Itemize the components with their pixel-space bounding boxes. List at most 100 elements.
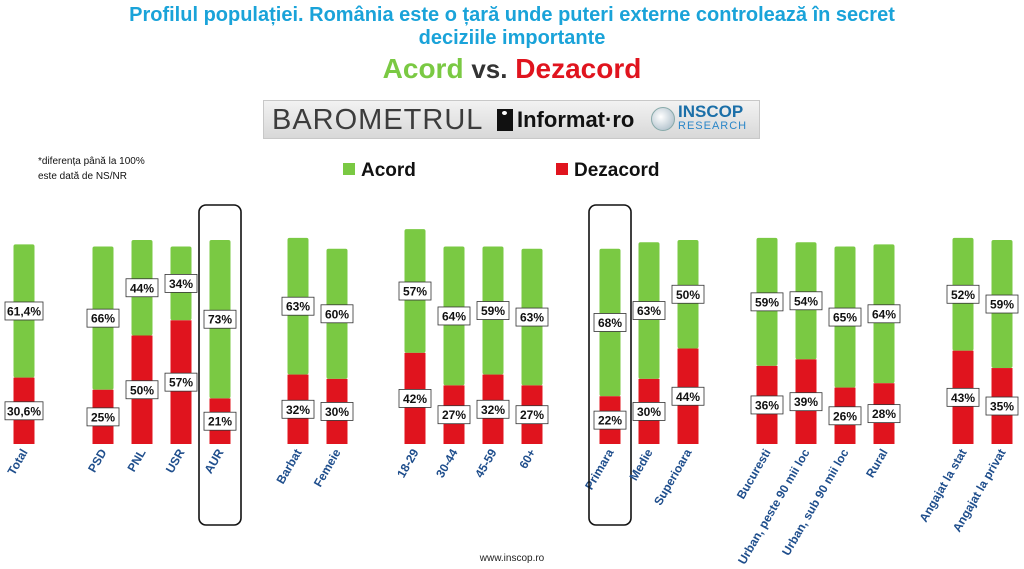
data-label-acord-total: 61,4% bbox=[7, 304, 41, 318]
data-label-acord-rural-box bbox=[867, 304, 901, 324]
data-label-dezacord-medie-box bbox=[632, 402, 666, 421]
x-tick-label-45-59: 45-59 bbox=[472, 446, 500, 480]
data-label-acord-30-44-box bbox=[437, 306, 471, 326]
footnote-line1: *diferența până la 100% bbox=[38, 156, 145, 167]
data-label-dezacord-angajat-la-privat: 35% bbox=[990, 400, 1014, 414]
data-label-acord-angajat-la-stat: 52% bbox=[951, 288, 975, 302]
x-tick-label-psd: PSD bbox=[85, 446, 110, 475]
data-label-acord-45-59-box bbox=[476, 301, 510, 320]
data-label-acord-rural: 64% bbox=[872, 307, 896, 321]
data-label-acord-urban-peste-90-mii-loc-box bbox=[789, 291, 823, 311]
subtitle-disagree: Dezacord bbox=[515, 53, 642, 84]
data-label-acord-60-: 63% bbox=[520, 311, 544, 325]
data-label-acord-femeie-box bbox=[320, 304, 354, 324]
data-label-dezacord-18-29-box bbox=[398, 389, 432, 408]
inscop-wordmark: INSCOP bbox=[678, 102, 744, 121]
research-wordmark: RESEARCH bbox=[678, 120, 748, 132]
data-label-dezacord-femeie: 30% bbox=[325, 405, 349, 419]
data-label-dezacord-18-29: 42% bbox=[403, 392, 427, 406]
data-label-acord-urban-sub-90-mii-loc-box bbox=[828, 307, 862, 327]
data-label-acord-superioara-box bbox=[671, 284, 705, 304]
data-label-dezacord-angajat-la-stat-box bbox=[946, 387, 980, 407]
data-label-acord-medie: 63% bbox=[637, 304, 661, 318]
x-tick-label-rural: Rural bbox=[863, 447, 890, 481]
chart-title-line2: deciziile importante bbox=[418, 27, 606, 49]
data-label-dezacord-angajat-la-stat: 43% bbox=[951, 391, 975, 405]
legend-item-acord: Acord bbox=[343, 160, 416, 182]
data-label-acord-total-box bbox=[4, 301, 44, 321]
x-tick-label-30-44: 30-44 bbox=[433, 446, 461, 480]
barometrul-wordmark: BAROMETRUL bbox=[272, 104, 484, 136]
x-tick-label-bucuresti: Bucuresti bbox=[734, 447, 774, 502]
legend-item-dezacord: Dezacord bbox=[556, 160, 660, 182]
data-label-acord-60--box bbox=[515, 307, 549, 327]
legend-swatch-acord bbox=[343, 162, 355, 175]
data-label-acord-angajat-la-privat-box bbox=[985, 294, 1019, 314]
data-label-acord-psd-box bbox=[86, 308, 120, 328]
data-label-acord-barbat: 63% bbox=[286, 300, 310, 314]
data-label-acord-aur-box bbox=[203, 309, 237, 329]
data-label-dezacord-30-44-box bbox=[437, 405, 471, 425]
data-label-dezacord-pnl: 50% bbox=[130, 383, 154, 397]
data-label-acord-medie-box bbox=[632, 301, 666, 320]
data-label-acord-45-59: 59% bbox=[481, 304, 505, 318]
data-label-dezacord-urban-peste-90-mii-loc: 39% bbox=[794, 395, 818, 409]
data-label-dezacord-total: 30,6% bbox=[7, 404, 41, 418]
data-label-dezacord-femeie-box bbox=[320, 402, 354, 421]
x-tick-label-60-: 60+ bbox=[516, 447, 538, 472]
informat-wordmark: Informat·ro bbox=[517, 107, 635, 132]
data-label-dezacord-aur: 21% bbox=[208, 415, 232, 429]
data-label-acord-barbat-box bbox=[281, 296, 315, 316]
data-label-acord-usr-box bbox=[164, 274, 198, 293]
data-label-acord-psd: 66% bbox=[91, 312, 115, 326]
footer-url: www.inscop.ro bbox=[479, 553, 545, 564]
subtitle-agree: Acord bbox=[382, 53, 464, 84]
data-label-acord-bucuresti-box bbox=[750, 292, 784, 312]
data-label-acord-primara-box bbox=[593, 313, 627, 332]
data-label-acord-superioara: 50% bbox=[676, 288, 700, 302]
data-label-dezacord-30-44: 27% bbox=[442, 408, 466, 422]
x-tick-label-usr: USR bbox=[163, 446, 188, 475]
data-label-dezacord-primara: 22% bbox=[598, 414, 622, 428]
data-label-acord-primara: 68% bbox=[598, 316, 622, 330]
data-label-dezacord-aur-box bbox=[203, 411, 237, 431]
data-label-dezacord-medie: 30% bbox=[637, 405, 661, 419]
informat-i-icon bbox=[497, 109, 513, 131]
footnote-line2: este dată de NS/NR bbox=[38, 171, 127, 182]
data-label-acord-18-29-box bbox=[398, 281, 432, 301]
data-label-dezacord-primara-box bbox=[593, 410, 627, 430]
data-label-acord-angajat-la-stat-box bbox=[946, 284, 980, 304]
data-label-acord-urban-peste-90-mii-loc: 54% bbox=[794, 294, 818, 308]
data-label-dezacord-total-box bbox=[4, 401, 44, 421]
x-tick-label-femeie: Femeie bbox=[311, 446, 344, 489]
x-tick-label-urban-peste-90-mii-loc: Urban, peste 90 mii loc bbox=[735, 446, 813, 566]
legend-swatch-dezacord bbox=[556, 162, 568, 175]
data-label-dezacord-psd: 25% bbox=[91, 410, 115, 424]
data-label-dezacord-usr: 57% bbox=[169, 376, 193, 390]
barometrul-logo-banner: BAROMETRUL Informat·ro INSCOP RESEARCH bbox=[263, 100, 760, 139]
data-label-dezacord-45-59: 32% bbox=[481, 403, 505, 417]
data-label-dezacord-angajat-la-privat-box bbox=[985, 396, 1019, 416]
x-tick-label-aur: AUR bbox=[201, 446, 226, 476]
x-tick-label-18-29: 18-29 bbox=[394, 446, 422, 480]
data-label-dezacord-usr-box bbox=[164, 372, 198, 392]
highlight-box-aur bbox=[198, 204, 242, 526]
data-label-dezacord-rural-box bbox=[867, 404, 901, 424]
data-label-acord-18-29: 57% bbox=[403, 285, 427, 299]
data-label-dezacord-urban-sub-90-mii-loc-box bbox=[828, 406, 862, 426]
x-tick-label-barbat: Barbat bbox=[273, 447, 304, 487]
x-tick-label-superioara: Superioara bbox=[651, 446, 695, 508]
data-label-dezacord-bucuresti: 36% bbox=[755, 398, 779, 412]
highlight-box-primara bbox=[588, 204, 632, 526]
footnote: *diferența până la 100% este dată de NS/… bbox=[38, 154, 145, 184]
legend-label-acord: Acord bbox=[361, 160, 416, 181]
data-label-acord-30-44: 64% bbox=[442, 309, 466, 323]
data-label-acord-angajat-la-privat: 59% bbox=[990, 298, 1014, 312]
data-label-acord-aur: 73% bbox=[208, 313, 232, 327]
data-label-dezacord-barbat-box bbox=[281, 399, 315, 419]
data-label-dezacord-psd-box bbox=[86, 407, 120, 427]
chart-subtitle: Acord vs. Dezacord bbox=[0, 52, 1024, 86]
data-label-dezacord-superioara-box bbox=[671, 386, 705, 406]
data-label-dezacord-superioara: 44% bbox=[676, 390, 700, 404]
data-label-dezacord-pnl-box bbox=[125, 380, 159, 400]
